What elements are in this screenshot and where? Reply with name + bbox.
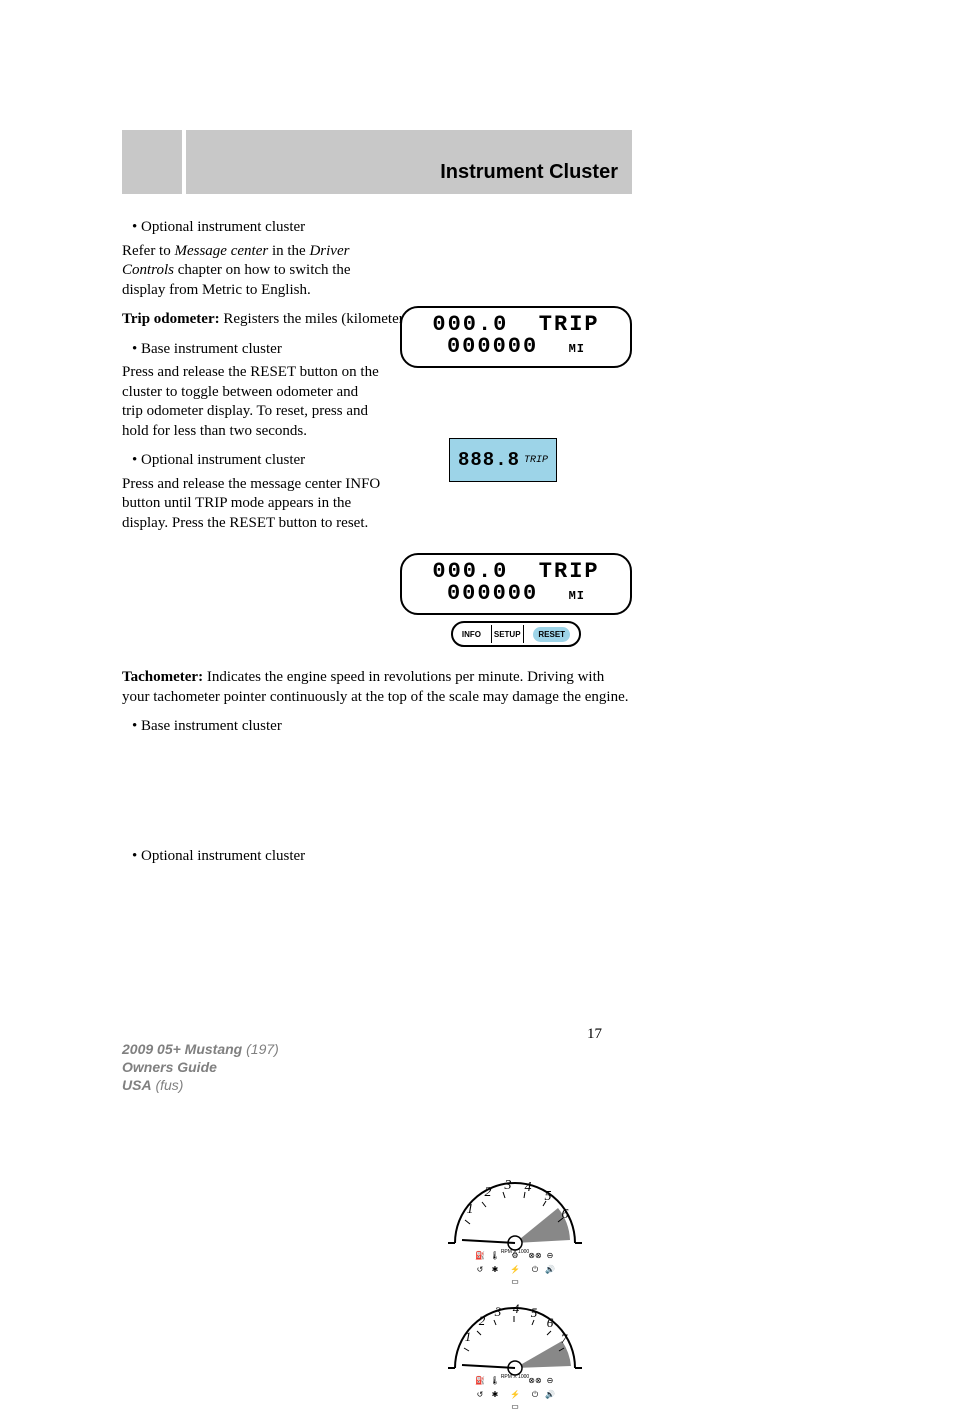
svg-text:🌡: 🌡 [490, 1251, 500, 1260]
info-button[interactable]: INFO [462, 630, 481, 639]
s1-text-b: in the [268, 243, 309, 259]
svg-text:🔊: 🔊 [545, 1389, 555, 1399]
trip-display-base: 888.8 TRIP [449, 438, 557, 482]
footer-code: (197) [242, 1041, 279, 1057]
footer-model: 2009 05+ Mustang [122, 1041, 242, 1057]
svg-text:3: 3 [494, 1304, 502, 1319]
svg-text:2: 2 [479, 1313, 486, 1328]
odo-unit: MI [569, 342, 585, 356]
svg-text:✱: ✱ [492, 1265, 499, 1274]
s3-para: Press and release the message center INF… [122, 475, 382, 534]
svg-text:⛽: ⛽ [475, 1250, 485, 1260]
svg-text:⊖: ⊖ [547, 1251, 554, 1260]
svg-text:↺: ↺ [477, 1390, 484, 1399]
setup-button-label: SETUP [494, 630, 521, 639]
footer-region: USA [122, 1077, 152, 1093]
svg-text:6: 6 [547, 1315, 554, 1330]
header-title-box: Instrument Cluster [186, 130, 632, 194]
svg-text:3: 3 [504, 1178, 512, 1193]
svg-text:2: 2 [485, 1185, 492, 1200]
page-header: Instrument Cluster [122, 130, 632, 194]
reset-button[interactable]: RESET [533, 627, 570, 642]
odometer-display-optional: 000.0 TRIP 000000 MI [400, 306, 632, 368]
svg-text:↺: ↺ [477, 1265, 484, 1274]
message-center-display: 000.0 TRIP 000000 MI INFO SETUP RESET [400, 553, 632, 647]
tachometer-gauge-base: 123 456 RPM X 1000 ⛽🌡⚙ ⊗⊗⊖ ↺✱⚡ ⏻🔊 ▭ [440, 1178, 590, 1303]
svg-text:⚙: ⚙ [511, 1251, 518, 1260]
svg-text:1: 1 [467, 1202, 474, 1217]
mc-odo-unit: MI [569, 589, 585, 603]
odometer-line2: 000000 MI [402, 336, 630, 358]
svg-text:✱: ✱ [492, 1390, 499, 1399]
message-center-screen: 000.0 TRIP 000000 MI [400, 553, 632, 615]
svg-text:6: 6 [562, 1207, 569, 1222]
svg-text:🔊: 🔊 [545, 1264, 555, 1274]
svg-text:5: 5 [531, 1305, 538, 1320]
svg-text:7: 7 [561, 1331, 568, 1346]
svg-text:⚡: ⚡ [510, 1389, 520, 1399]
footer: 2009 05+ Mustang (197) Owners Guide USA … [122, 1040, 279, 1095]
svg-text:⚡: ⚡ [510, 1264, 520, 1274]
svg-text:🌡: 🌡 [490, 1376, 500, 1385]
s1-bullet: Optional instrument cluster [122, 218, 632, 238]
tachometer-lead: Tachometer: Indicates the engine speed i… [122, 668, 632, 707]
footer-guide: Owners Guide [122, 1059, 217, 1075]
svg-text:⊗⊗: ⊗⊗ [528, 1251, 541, 1260]
svg-text:▭: ▭ [511, 1277, 519, 1286]
tachometer-gauge-optional: 123 456 7 RPM X 1000 ⛽ 🌡 ⊗⊗ ⊖ ↺ ✱ ⚡ ⏻ 🔊 ▭ [440, 1303, 590, 1428]
svg-text:4: 4 [525, 1180, 532, 1195]
mc-line1: 000.0 TRIP [402, 561, 630, 583]
svg-text:RPM X 1000: RPM X 1000 [501, 1374, 530, 1380]
trip-base-value: 888.8 [458, 449, 520, 471]
svg-text:⏻: ⏻ [532, 1265, 539, 1274]
mc-line2: 000000 MI [402, 583, 630, 605]
setup-button[interactable]: SETUP [491, 625, 524, 643]
s1-italic-1: Message center [174, 243, 268, 259]
s4-bullet2: Optional instrument cluster [122, 847, 632, 867]
svg-text:▭: ▭ [511, 1402, 519, 1411]
svg-text:1: 1 [465, 1329, 472, 1344]
header-accent-block [122, 130, 182, 194]
svg-text:4: 4 [513, 1303, 520, 1316]
s1-para: Refer to Message center in the Driver Co… [122, 242, 382, 301]
header-title: Instrument Cluster [440, 161, 618, 184]
mc-odo-value: 000000 [447, 581, 538, 606]
page-number: 17 [587, 1026, 602, 1043]
svg-text:⏻: ⏻ [532, 1390, 539, 1399]
s1-text-a: Refer to [122, 243, 174, 259]
odometer-line1: 000.0 TRIP [402, 314, 630, 336]
trip-odometer-label: Trip odometer: [122, 311, 220, 327]
trip-base-label: TRIP [524, 455, 548, 466]
svg-text:⊖: ⊖ [547, 1376, 554, 1385]
s4-bullet1: Base instrument cluster [122, 717, 632, 737]
s2-para: Press and release the RESET button on th… [122, 363, 382, 441]
svg-text:⛽: ⛽ [475, 1375, 485, 1385]
footer-region-code: (fus) [152, 1077, 184, 1093]
svg-text:⊗⊗: ⊗⊗ [528, 1376, 541, 1385]
tachometer-label: Tachometer: [122, 669, 203, 685]
message-center-buttons: INFO SETUP RESET [451, 621, 581, 647]
odo-value: 000000 [447, 334, 538, 359]
